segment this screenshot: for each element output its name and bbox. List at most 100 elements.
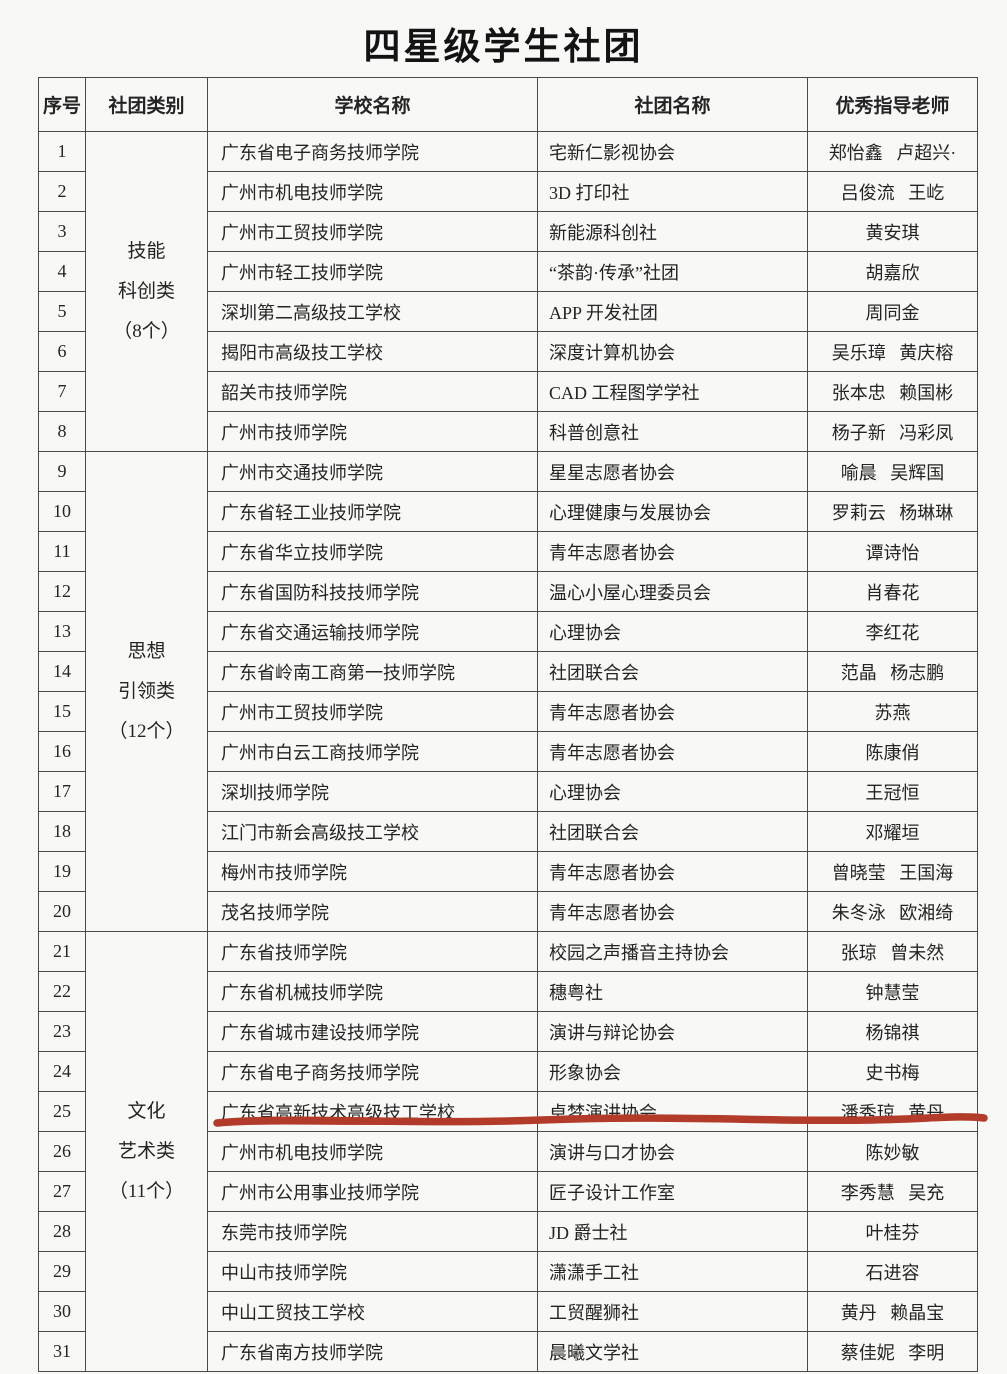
club-cell: 青年志愿者协会 <box>537 851 808 892</box>
club-cell: 形象协会 <box>537 1051 808 1092</box>
row-number-cell: 31 <box>38 1331 86 1372</box>
school-cell: 深圳技师学院 <box>207 771 538 812</box>
advisors-cell: 郑怡鑫 卢超兴· <box>807 131 978 172</box>
header-club-name: 社团名称 <box>537 77 808 132</box>
table-header: 序号 社团类别 学校名称 社团名称 优秀指导老师 <box>38 77 978 132</box>
table-row: 19 梅州市技师学院 青年志愿者协会 曾晓莹 王国海 <box>38 851 978 892</box>
school-cell: 广东省技师学院 <box>207 931 538 972</box>
club-cell: 演讲与口才协会 <box>537 1131 808 1172</box>
school-cell: 揭阳市高级技工学校 <box>207 331 538 372</box>
row-number-cell: 24 <box>38 1051 86 1092</box>
club-cell: 新能源科创社 <box>537 211 808 252</box>
header-serial-number: 序号 <box>38 77 86 132</box>
header-row: 序号 社团类别 学校名称 社团名称 优秀指导老师 <box>38 77 978 132</box>
school-cell: 广州市公用事业技师学院 <box>207 1171 538 1212</box>
table-row: 24 广东省电子商务技师学院 形象协会 史书梅 <box>38 1051 978 1092</box>
club-cell: 校园之声播音主持协会 <box>537 931 808 972</box>
school-cell: 广东省高新技术高级技工学校 <box>207 1091 538 1132</box>
table-row: 31 广东省南方技师学院 晨曦文学社 蔡佳妮 李明 <box>38 1331 978 1372</box>
table-row: 22 广东省机械技师学院 穗粤社 钟慧莹 <box>38 971 978 1012</box>
school-cell: 深圳第二高级技工学校 <box>207 291 538 332</box>
advisors-cell: 陈妙敏 <box>807 1131 978 1172</box>
advisors-cell: 范晶 杨志鹏 <box>807 651 978 692</box>
header-advisors: 优秀指导老师 <box>807 77 978 132</box>
school-cell: 广东省交通运输技师学院 <box>207 611 538 652</box>
table-row: 27 广州市公用事业技师学院 匠子设计工作室 李秀慧 吴充 <box>38 1171 978 1212</box>
club-table: 序号 社团类别 学校名称 社团名称 优秀指导老师 1 技能 科创类 （8个） 广东省电子… <box>38 77 978 1372</box>
school-cell: 广东省南方技师学院 <box>207 1331 538 1372</box>
table-row: 5 深圳第二高级技工学校 APP 开发社团 周同金 <box>38 291 978 332</box>
club-cell: APP 开发社团 <box>537 291 808 332</box>
advisors-cell: 胡嘉欣 <box>807 251 978 292</box>
table-row: 28 东莞市技师学院 JD 爵士社 叶桂芬 <box>38 1211 978 1252</box>
page-title: 四星级学生社团 <box>363 26 644 67</box>
table-row: 8 广州市技师学院 科普创意社 杨子新 冯彩凤 <box>38 411 978 452</box>
row-number-cell: 11 <box>38 531 86 572</box>
advisors-cell: 黄安琪 <box>807 211 978 252</box>
row-number-cell: 10 <box>38 491 86 532</box>
row-number-cell: 7 <box>38 371 86 412</box>
table-row: 30 中山工贸技工学校 工贸醒狮社 黄丹 赖晶宝 <box>38 1291 978 1332</box>
category-cell: 文化 艺术类 （11个） <box>85 931 208 1372</box>
advisors-cell: 史书梅 <box>807 1051 978 1092</box>
row-number-cell: 30 <box>38 1291 86 1332</box>
school-cell: 广东省国防科技技师学院 <box>207 571 538 612</box>
advisors-cell: 杨锦祺 <box>807 1011 978 1052</box>
category-label-line: （8个） <box>113 320 180 342</box>
club-cell: 宅新仁影视协会 <box>537 131 808 172</box>
school-cell: 茂名技师学院 <box>207 891 538 932</box>
table-row: 29 中山市技师学院 潇潇手工社 石进容 <box>38 1251 978 1292</box>
table-row: 1 技能 科创类 （8个） 广东省电子商务技师学院 宅新仁影视协会 郑怡鑫 卢超兴· <box>38 131 978 452</box>
table-row: 14 广东省岭南工商第一技师学院 社团联合会 范晶 杨志鹏 <box>38 651 978 692</box>
category-label-line: 技能 <box>127 240 166 262</box>
table-row: 6 揭阳市高级技工学校 深度计算机协会 吴乐璋 黄庆榕 <box>38 331 978 372</box>
table-row: 23 广东省城市建设技师学院 演讲与辩论协会 杨锦祺 <box>38 1011 978 1052</box>
advisors-cell: 肖春花 <box>807 571 978 612</box>
club-cell: 青年志愿者协会 <box>537 731 808 772</box>
table-row: 9 思想 引领类 （12个） 广州市交通技师学院 星星志愿者协会 喻晨 吴辉国 <box>38 451 978 932</box>
table-row: 13 广东省交通运输技师学院 心理协会 李红花 <box>38 611 978 652</box>
school-cell: 广东省城市建设技师学院 <box>207 1011 538 1052</box>
advisors-cell: 钟慧莹 <box>807 971 978 1012</box>
category-label-line: 思想 <box>127 640 166 662</box>
advisors-cell: 朱冬泳 欧湘绮 <box>807 891 978 932</box>
advisors-cell: 石进容 <box>807 1251 978 1292</box>
school-cell: 韶关市技师学院 <box>207 371 538 412</box>
school-cell: 东莞市技师学院 <box>207 1211 538 1252</box>
table-row: 4 广州市轻工技师学院 “茶韵·传承”社团 胡嘉欣 <box>38 251 978 292</box>
club-cell: 心理协会 <box>537 771 808 812</box>
row-number-cell: 29 <box>38 1251 86 1292</box>
club-cell: 青年志愿者协会 <box>537 531 808 572</box>
club-cell: 心理协会 <box>537 611 808 652</box>
row-number-cell: 5 <box>38 291 86 332</box>
table-row: 20 茂名技师学院 青年志愿者协会 朱冬泳 欧湘绮 <box>38 891 978 932</box>
club-cell: 温心小屋心理委员会 <box>537 571 808 612</box>
club-cell: 星星志愿者协会 <box>537 451 808 492</box>
club-cell: 卓梦演讲协会 <box>537 1091 808 1132</box>
row-number-cell: 3 <box>38 211 86 252</box>
row-number-cell: 18 <box>38 811 86 852</box>
school-cell: 广州市工贸技师学院 <box>207 691 538 732</box>
school-cell: 广东省轻工业技师学院 <box>207 491 538 532</box>
school-cell: 广州市工贸技师学院 <box>207 211 538 252</box>
row-number-cell: 17 <box>38 771 86 812</box>
row-number-cell: 20 <box>38 891 86 932</box>
row-number-cell: 28 <box>38 1211 86 1252</box>
advisors-cell: 吴乐璋 黄庆榕 <box>807 331 978 372</box>
advisors-cell: 蔡佳妮 李明 <box>807 1331 978 1372</box>
club-cell: “茶韵·传承”社团 <box>537 251 808 292</box>
advisors-cell: 曾晓莹 王国海 <box>807 851 978 892</box>
category-cell: 技能科创类 （8个） <box>85 131 208 452</box>
category-cell: 思想引领类 （12个） <box>85 451 208 932</box>
club-cell: 工贸醒狮社 <box>537 1291 808 1332</box>
table-row: 21 文化 艺术类 （11个） 广东省技师学院 校园之声播音主持协会 张琼 曾未然 <box>38 931 978 1372</box>
advisors-cell: 陈康俏 <box>807 731 978 772</box>
school-cell: 江门市新会高级技工学校 <box>207 811 538 852</box>
table-row: 16 广州市白云工商技师学院 青年志愿者协会 陈康俏 <box>38 731 978 772</box>
category-label-line: （12个） <box>108 720 185 742</box>
club-cell: 青年志愿者协会 <box>537 691 808 732</box>
category-label-line: 引领类 <box>117 680 175 702</box>
club-cell: 社团联合会 <box>537 651 808 692</box>
advisors-cell: 李红花 <box>807 611 978 652</box>
category-label-line: 科创类 <box>117 280 175 302</box>
